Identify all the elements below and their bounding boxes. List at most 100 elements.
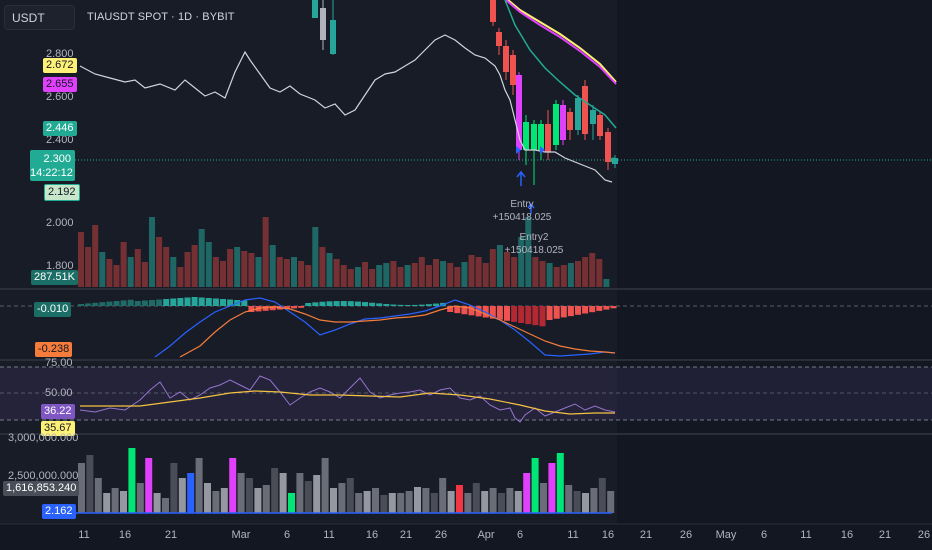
volume-bar: [134, 249, 141, 287]
volume-bar: [149, 217, 155, 287]
price-tick-2600: 2.600: [46, 91, 74, 103]
candle-body: [575, 98, 581, 130]
price-tick-2000: 2.000: [46, 217, 74, 229]
macd-histogram-bar: [340, 301, 347, 306]
volume-pane-bar: [195, 458, 203, 513]
macd-histogram-bar: [425, 304, 432, 306]
macd-histogram-bar: [319, 301, 326, 306]
rsi-value-tag: 36.22: [41, 404, 75, 419]
macd-histogram-bar: [354, 301, 361, 306]
volume-bar: [156, 237, 163, 287]
volume-bar: [255, 257, 262, 287]
time-label: 6: [516, 529, 524, 541]
candle-body: [503, 46, 509, 72]
volume-pane-bar: [170, 463, 178, 513]
volume-bar: [468, 255, 475, 287]
candle-body: [531, 124, 537, 150]
macd-signal-tag: -0.238: [35, 342, 73, 357]
macd-histogram-bar: [227, 299, 234, 306]
volume-bar: [241, 251, 248, 287]
volume-bar: [539, 261, 546, 287]
macd-histogram-bar: [85, 303, 92, 306]
volume-pane-bar: [279, 473, 287, 513]
time-axis[interactable]: [0, 524, 932, 550]
volume-pane-bar: [439, 478, 447, 513]
candle-body: [330, 20, 336, 54]
macd-histogram-bar: [170, 298, 177, 306]
macd-histogram-bar: [305, 303, 312, 306]
time-label: 21: [639, 529, 653, 541]
ma-line-teal: [504, 0, 617, 129]
macd-histogram-bar: [212, 298, 219, 306]
volume-bar: [85, 247, 92, 287]
volume-bar: [291, 257, 297, 287]
macd-histogram-bar: [198, 297, 205, 306]
macd-signal-line: [179, 305, 616, 358]
volume-bar: [489, 249, 496, 287]
price-tick-2800: 2.800: [46, 48, 74, 60]
volume-bar: [205, 242, 212, 287]
volume-bar: [113, 265, 120, 287]
volume-bar: [354, 267, 361, 287]
volume-bar: [518, 237, 525, 287]
volume-bar: [298, 261, 305, 287]
volume-bar: [440, 261, 447, 287]
volume-bar: [305, 265, 312, 287]
volume-pane-bar: [531, 458, 539, 513]
volume-pane-bar: [204, 483, 211, 513]
volume-pane-bar: [372, 488, 379, 513]
volume-bar: [546, 263, 553, 287]
volume-pane-bar: [565, 485, 573, 513]
volume-bar: [276, 257, 283, 287]
candle-body: [312, 0, 318, 18]
macd-histogram-bar: [369, 302, 376, 306]
volume-pane-bar: [414, 487, 421, 513]
time-label: 11: [567, 529, 579, 541]
entry2-label: Entry2: [519, 232, 549, 243]
volume-pane-bar: [262, 485, 270, 513]
volume-pane-bar: [128, 448, 136, 513]
candlesticks[interactable]: [312, 0, 618, 185]
macd-histogram-bar: [532, 306, 539, 326]
macd-histogram-bar: [149, 300, 155, 306]
ma-magenta-tag: 2.655: [43, 77, 77, 92]
volume-bar: [475, 257, 482, 287]
macd-histogram-bar: [177, 298, 184, 306]
currency-selector-button[interactable]: USDT: [4, 5, 75, 30]
time-label: 11: [800, 529, 812, 541]
volume-pane-bar: [237, 473, 245, 513]
macd-histogram-bar: [184, 297, 191, 306]
macd-histogram-bar: [518, 306, 525, 323]
arrow-right-icon: [516, 146, 521, 154]
volume-bar: [575, 261, 581, 287]
volume-bar: [283, 259, 290, 287]
time-label: 16: [118, 529, 132, 541]
volume-pane-bar: [464, 493, 472, 513]
macd-histogram-bar: [220, 299, 226, 306]
macd-histogram-bar: [447, 306, 454, 312]
volume-bar: [170, 257, 177, 287]
volume-pane-bar: [456, 485, 463, 513]
macd-histogram-bar: [390, 304, 397, 306]
volume-bar: [326, 253, 333, 287]
volume-bar: [454, 267, 461, 287]
macd-histogram-bar: [163, 299, 170, 306]
volume-pane-bar: [254, 488, 262, 513]
volume-base-tag: 2.162: [42, 504, 76, 519]
volume-pane-bar: [220, 488, 228, 513]
volume-pane-bar: [590, 488, 598, 513]
price-tick-2400: 2.400: [46, 134, 74, 146]
candle-body: [523, 122, 529, 150]
volume-bar: [347, 269, 354, 287]
volume-bar: [106, 259, 113, 287]
volume-bar: [163, 247, 170, 287]
volume-pane-bar: [607, 491, 615, 513]
volume-bar: [390, 261, 397, 287]
volume-pane-bar: [355, 493, 363, 513]
arrow-up-icon: [516, 170, 526, 186]
volume-bar: [447, 263, 454, 287]
volume-bar: [482, 263, 489, 287]
macd-histogram-bar: [248, 306, 255, 312]
time-label: 16: [365, 529, 379, 541]
